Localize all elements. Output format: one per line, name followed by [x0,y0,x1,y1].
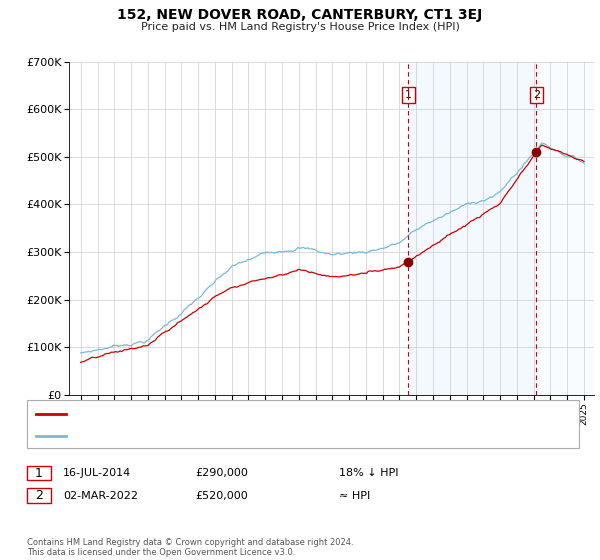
Bar [409,62,536,395]
Text: Price paid vs. HM Land Registry's House Price Index (HPI): Price paid vs. HM Land Registry's House … [140,22,460,32]
Text: 2: 2 [35,489,43,502]
Text: 152, NEW DOVER ROAD, CANTERBURY, CT1 3EJ (detached house): 152, NEW DOVER ROAD, CANTERBURY, CT1 3EJ… [72,409,394,419]
Text: Contains HM Land Registry data © Crown copyright and database right 2024.
This d: Contains HM Land Registry data © Crown c… [27,538,353,557]
Text: 152, NEW DOVER ROAD, CANTERBURY, CT1 3EJ: 152, NEW DOVER ROAD, CANTERBURY, CT1 3EJ [118,8,482,22]
Text: ≈ HPI: ≈ HPI [339,491,370,501]
Text: £520,000: £520,000 [195,491,248,501]
Text: £290,000: £290,000 [195,468,248,478]
Text: 16-JUL-2014: 16-JUL-2014 [63,468,131,478]
Text: 02-MAR-2022: 02-MAR-2022 [63,491,138,501]
Text: 2: 2 [533,90,540,100]
Text: 1: 1 [35,466,43,480]
Bar [536,62,594,395]
Text: HPI: Average price, detached house, Canterbury: HPI: Average price, detached house, Cant… [72,431,308,441]
Text: 1: 1 [405,90,412,100]
Text: 18% ↓ HPI: 18% ↓ HPI [339,468,398,478]
